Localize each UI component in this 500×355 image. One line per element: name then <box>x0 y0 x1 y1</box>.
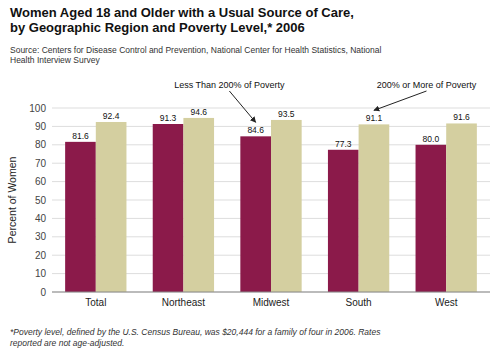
data-label: 94.6 <box>190 107 207 117</box>
footnote: reported are not age-adjusted. <box>10 338 124 348</box>
annotation-arrow <box>229 91 255 122</box>
bar <box>183 118 214 292</box>
source: Source: Centers for Disease Control and … <box>10 45 381 55</box>
y-tick-label: 10 <box>35 268 47 279</box>
annotation: 200% or More of Poverty <box>377 80 477 90</box>
grid-line <box>52 292 490 293</box>
bar <box>153 124 184 292</box>
y-tick-label: 30 <box>35 231 47 242</box>
chart: Women Aged 18 and Older with a Usual Sou… <box>0 0 500 355</box>
data-label: 91.3 <box>160 113 177 123</box>
bar <box>446 123 477 292</box>
title: Women Aged 18 and Older with a Usual Sou… <box>10 5 354 20</box>
annotation-arrow <box>374 91 427 110</box>
x-tick-label: Midwest <box>253 297 290 308</box>
data-label: 84.6 <box>247 125 264 135</box>
bars <box>65 118 477 292</box>
y-tick-label: 0 <box>40 287 46 298</box>
y-tick-label: 70 <box>35 158 47 169</box>
bar <box>416 145 447 292</box>
footnote: *Poverty level, defined by the U.S. Cens… <box>10 327 381 337</box>
y-axis-label: Percent of Women <box>6 156 18 243</box>
y-tick-label: 20 <box>35 250 47 261</box>
data-label: 77.3 <box>335 139 352 149</box>
x-tick-label: Northeast <box>162 297 206 308</box>
title: by Geographic Region and Poverty Level,*… <box>10 20 305 35</box>
data-label: 91.6 <box>453 112 470 122</box>
bar <box>271 120 302 292</box>
bar <box>240 136 271 292</box>
y-tick-label: 60 <box>35 176 47 187</box>
y-tick-label: 90 <box>35 121 47 132</box>
bar <box>96 122 127 292</box>
bar <box>359 124 390 292</box>
annotation: Less Than 200% of Poverty <box>174 80 285 90</box>
data-label: 80.0 <box>423 134 440 144</box>
source: Health Interview Survey <box>10 55 101 65</box>
grid-line <box>52 108 490 109</box>
x-tick-label: Total <box>85 297 106 308</box>
y-tick-label: 80 <box>35 139 47 150</box>
grid <box>52 108 490 292</box>
x-tick-label: South <box>346 297 372 308</box>
data-label: 91.1 <box>366 113 383 123</box>
y-tick-label: 40 <box>35 213 47 224</box>
y-tick-label: 100 <box>29 103 46 114</box>
y-tick-label: 50 <box>35 195 47 206</box>
data-label: 81.6 <box>72 131 89 141</box>
bar <box>65 142 96 292</box>
data-label: 92.4 <box>103 111 120 121</box>
data-label: 93.5 <box>278 109 295 119</box>
x-axis-line <box>52 292 490 293</box>
x-tick-label: West <box>435 297 458 308</box>
bar <box>328 150 359 292</box>
